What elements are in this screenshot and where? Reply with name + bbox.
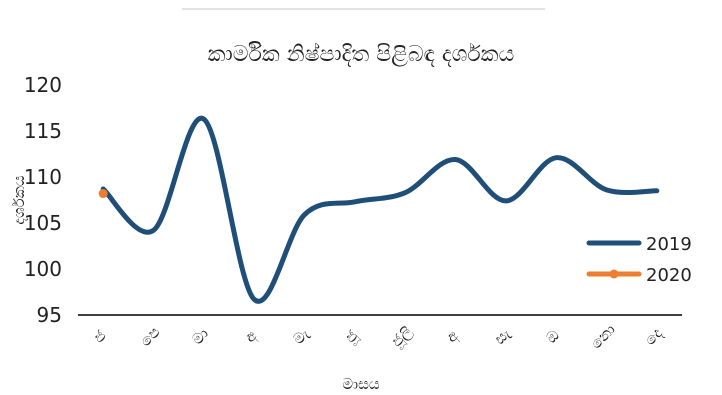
y-tick-label: 120: [24, 73, 62, 97]
legend: 2019 2020: [586, 234, 692, 286]
legend-label-2019: 2019: [646, 234, 692, 255]
legend-label-2020: 2020: [646, 265, 692, 286]
legend-marker-2020: [609, 269, 619, 279]
x-tick-label: අ: [442, 327, 462, 347]
x-tick-label: අ: [241, 327, 261, 347]
x-tick-label: දෙ: [641, 324, 666, 349]
x-axis-ticks: ජ පෙ මා අ මැ ජූ ජූලි අ සැ ඔ නො දෙ: [90, 320, 666, 352]
x-tick-label: මා: [188, 325, 212, 349]
y-tick-label: 110: [24, 165, 62, 189]
x-tick-label: ජූ: [341, 327, 362, 348]
y-axis-label: දර්ශකය: [10, 175, 28, 225]
y-tick-label: 100: [24, 257, 62, 281]
x-axis-label: මාසය: [342, 375, 380, 393]
series-line-2019: [100, 115, 660, 304]
x-tick-label: මැ: [289, 324, 313, 348]
x-tick-label: නො: [587, 320, 619, 352]
y-tick-label: 95: [37, 303, 62, 327]
y-tick-label: 105: [24, 211, 62, 235]
series-lines: [98, 115, 660, 304]
chart-title: කාර්මික නිෂ්පාදිත පිළිබඳ දර්ශකය: [208, 41, 515, 67]
y-tick-label: 115: [24, 119, 62, 143]
x-tick-label: ඔ: [542, 326, 563, 347]
x-tick-label: ජ: [90, 327, 110, 347]
series-point-2020: [98, 189, 108, 199]
y-axis-ticks: 95 100 105 110 115 120: [24, 73, 62, 327]
x-tick-label: පෙ: [136, 323, 163, 350]
x-tick-label: සැ: [491, 324, 515, 348]
x-tick-label: ජූලි: [388, 322, 417, 351]
